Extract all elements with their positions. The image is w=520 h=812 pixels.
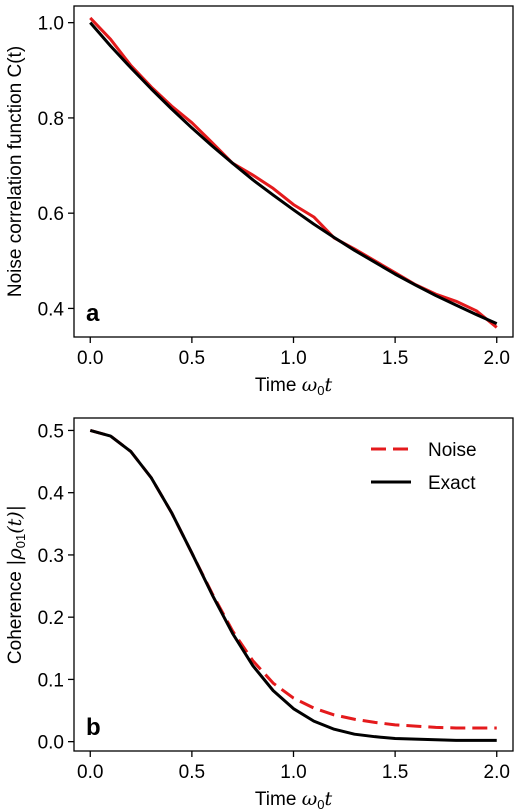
x-tick-label: 0.5 xyxy=(179,348,205,369)
y-tick-label: 0.6 xyxy=(38,204,64,225)
y-tick-label: 0.4 xyxy=(38,484,65,505)
series-line-exact xyxy=(89,429,497,742)
y-tick-label: 0.4 xyxy=(38,299,65,320)
panel-b-coherence: 0.0 0.5 1.0 1.5 2.0 0.0 0.1 0.2 0.3 0.4 0.5 Time ω0… xyxy=(4,417,514,812)
x-tick-label: 1.5 xyxy=(382,348,408,369)
x-tick-label: 0.5 xyxy=(179,762,205,783)
x-tick-label: 1.0 xyxy=(280,762,306,783)
panel-label: b xyxy=(86,714,101,741)
y-axis-label: Coherence |ρ01(t)| xyxy=(4,505,28,664)
x-tick-label: 2.0 xyxy=(484,348,510,369)
x-tick-label: 0.0 xyxy=(77,762,103,783)
y-tick-label: 0.2 xyxy=(38,608,64,629)
axes-frame xyxy=(73,417,514,752)
x-tick-label: 1.5 xyxy=(382,762,408,783)
series-line-exact xyxy=(89,21,498,326)
x-axis-label: Time ω0t xyxy=(255,788,333,812)
y-tick-label: 0.3 xyxy=(38,546,64,567)
y-tick-label: 0.1 xyxy=(38,670,64,691)
x-tick-label: 1.0 xyxy=(280,348,306,369)
legend-label-noise: Noise xyxy=(428,440,477,461)
axes-frame xyxy=(73,5,514,338)
series-line-noise xyxy=(89,16,498,329)
y-tick-label: 1.0 xyxy=(38,14,64,35)
y-tick-label: 0.8 xyxy=(38,109,64,130)
panel-label: a xyxy=(86,300,100,327)
panel-a-noise-correlation: 0.0 0.5 1.0 1.5 2.0 0.4 0.6 0.8 1.0 Time ω0t Noise… xyxy=(5,5,514,398)
x-tick-label: 0.0 xyxy=(77,348,103,369)
y-tick-label: 0.0 xyxy=(38,733,64,754)
x-axis-label: Time ω0t xyxy=(255,374,333,398)
x-tick-label: 2.0 xyxy=(484,762,510,783)
y-tick-label: 0.5 xyxy=(38,421,64,442)
y-axis-label: Noise correlation function C(t) xyxy=(5,46,26,297)
legend-label-exact: Exact xyxy=(428,473,476,494)
